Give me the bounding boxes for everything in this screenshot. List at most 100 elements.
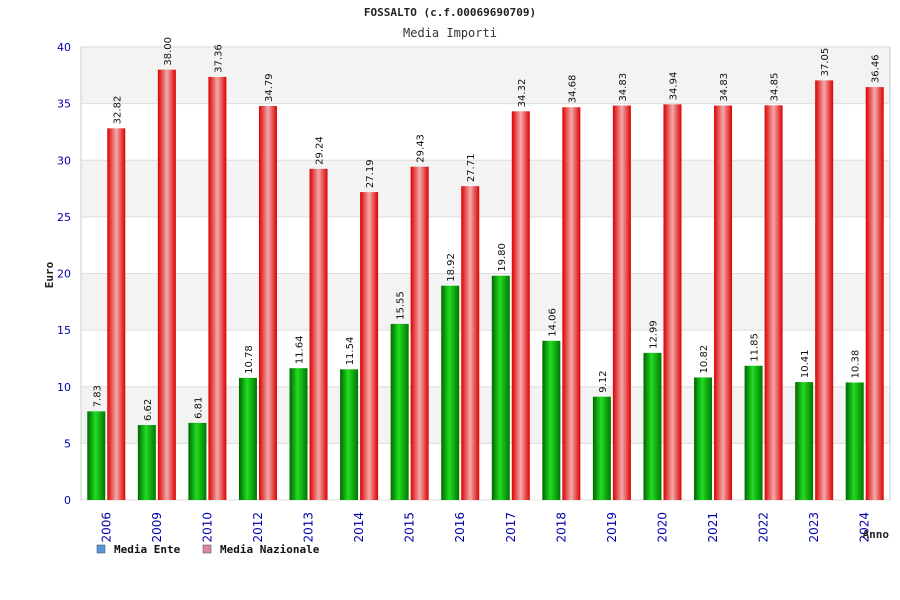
data-label-media-nazionale: 36.46: [871, 54, 882, 83]
bar-media-ente: [137, 425, 156, 500]
data-label-media-nazionale: 34.79: [264, 73, 275, 102]
bar-media-nazionale: [157, 69, 176, 501]
data-label-media-nazionale: 34.32: [517, 79, 528, 108]
legend-swatch-media-ente: [96, 544, 106, 554]
x-tick-label: 2023: [807, 512, 821, 543]
data-label-media-nazionale: 34.94: [668, 72, 679, 101]
data-label-media-ente: 11.85: [750, 333, 761, 362]
y-tick-label: 20: [57, 268, 71, 281]
legend: Media Ente Media Nazionale: [96, 543, 320, 556]
data-label-media-nazionale: 37.36: [213, 44, 224, 73]
bar-media-nazionale: [461, 186, 480, 500]
bar-media-nazionale: [258, 106, 277, 501]
bar-media-nazionale: [815, 80, 834, 500]
x-tick-label: 2006: [99, 512, 113, 543]
data-label-media-nazionale: 29.43: [416, 134, 427, 163]
bar-media-ente: [87, 411, 106, 500]
bar-media-ente: [592, 396, 611, 500]
data-label-media-nazionale: 32.82: [112, 96, 123, 125]
bar-media-nazionale: [410, 166, 429, 500]
data-label-media-ente: 14.06: [547, 308, 558, 337]
data-label-media-ente: 15.55: [396, 291, 407, 320]
bar-media-ente: [340, 369, 359, 500]
legend-swatch-media-nazionale: [202, 544, 212, 554]
x-tick-label: 2012: [251, 512, 265, 543]
data-label-media-nazionale: 34.68: [567, 75, 578, 104]
data-label-media-ente: 18.92: [446, 253, 457, 282]
data-label-media-nazionale: 34.83: [618, 73, 629, 102]
data-label-media-ente: 11.64: [295, 336, 306, 365]
legend-label-media-ente: Media Ente: [114, 543, 181, 556]
bar-media-ente: [744, 365, 763, 500]
x-tick-label: 2013: [302, 512, 316, 543]
x-tick-label: 2022: [757, 512, 771, 543]
x-tick-label: 2020: [655, 512, 669, 543]
y-tick-label: 30: [57, 154, 71, 167]
x-axis-label: Anno: [863, 528, 890, 541]
data-label-media-nazionale: 38.00: [163, 37, 174, 66]
y-tick-label: 5: [64, 437, 71, 450]
bar-media-ente: [845, 382, 864, 500]
data-label-media-ente: 19.80: [497, 243, 508, 272]
y-axis-ticks: 0 5 10 15 20 25 30 35 40: [57, 41, 71, 507]
data-label-media-ente: 7.83: [92, 385, 103, 407]
data-label-media-nazionale: 37.05: [820, 48, 831, 77]
y-tick-label: 0: [64, 494, 71, 507]
bars: 7.83 32.82 6.62 38.00 6.81 37.36 10.78 34.79 11.…: [87, 37, 884, 501]
bar-media-ente: [188, 422, 207, 500]
bar-media-ente: [643, 352, 662, 500]
data-label-media-ente: 9.12: [598, 370, 609, 392]
data-label-media-ente: 11.54: [345, 337, 356, 366]
bar-media-nazionale: [360, 192, 379, 501]
y-tick-label: 10: [57, 381, 71, 394]
data-label-media-nazionale: 34.83: [719, 73, 730, 102]
bar-media-ente: [390, 323, 409, 500]
data-label-media-ente: 10.78: [244, 345, 255, 374]
y-axis-label: Euro: [43, 261, 56, 288]
x-tick-label: 2009: [150, 512, 164, 543]
x-tick-label: 2018: [554, 512, 568, 543]
bar-media-nazionale: [764, 105, 783, 500]
bar-media-nazionale: [865, 87, 884, 500]
y-tick-label: 25: [57, 211, 71, 224]
x-tick-label: 2016: [453, 512, 467, 543]
bar-media-nazionale: [714, 105, 733, 501]
bar-media-nazionale: [107, 128, 126, 500]
data-label-media-ente: 10.38: [851, 350, 862, 379]
bar-media-nazionale: [511, 111, 530, 501]
x-tick-label: 2014: [352, 512, 366, 543]
chart-subtitle: Media Importi: [403, 26, 497, 40]
bar-media-ente: [289, 368, 308, 500]
data-label-media-ente: 6.81: [193, 397, 204, 419]
data-label-media-nazionale: 34.85: [770, 73, 781, 102]
data-label-media-nazionale: 27.71: [466, 154, 477, 183]
data-label-media-nazionale: 27.19: [365, 159, 376, 188]
bar-media-nazionale: [612, 105, 631, 501]
bar-media-ente: [441, 285, 460, 500]
bar-media-ente: [542, 340, 561, 500]
data-label-media-nazionale: 29.24: [315, 136, 326, 165]
x-tick-label: 2024: [858, 512, 872, 543]
bar-media-ente: [238, 377, 257, 500]
y-tick-label: 40: [57, 41, 71, 54]
chart-title: FOSSALTO (c.f.00069690709): [364, 6, 536, 19]
data-label-media-ente: 10.82: [699, 345, 710, 374]
x-axis-ticks: 2006 2009 2010 2012 2013 2014 2015 2016 2017 2018…: [99, 512, 871, 543]
bar-media-nazionale: [309, 168, 328, 500]
x-tick-label: 2010: [200, 512, 214, 543]
legend-label-media-nazionale: Media Nazionale: [220, 543, 320, 556]
bar-media-ente: [795, 382, 814, 500]
y-tick-label: 15: [57, 324, 71, 337]
y-tick-label: 35: [57, 98, 71, 111]
x-tick-label: 2019: [605, 512, 619, 543]
bar-media-ente: [694, 377, 713, 500]
x-tick-label: 2015: [403, 512, 417, 543]
data-label-media-ente: 10.41: [800, 349, 811, 378]
data-label-media-ente: 6.62: [143, 399, 154, 421]
x-tick-label: 2017: [504, 512, 518, 543]
bar-media-nazionale: [663, 104, 682, 500]
x-tick-label: 2021: [706, 512, 720, 543]
bar-media-ente: [491, 275, 510, 500]
bar-media-nazionale: [562, 107, 581, 501]
